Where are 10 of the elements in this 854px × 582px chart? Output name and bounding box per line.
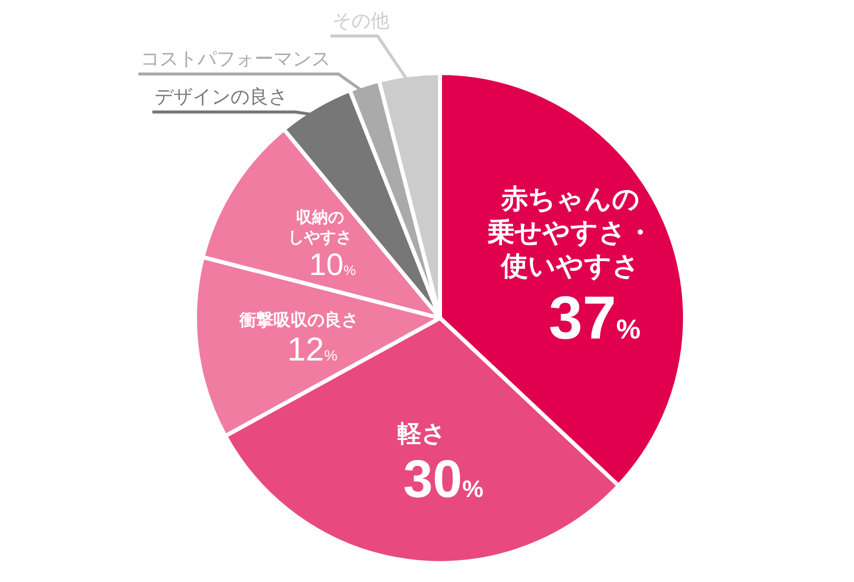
data-label: 30% [403, 450, 484, 510]
data-label: 37% [548, 284, 641, 352]
slice-label: 収納のしやすさ [288, 207, 352, 246]
slice-label: デザインの良さ [154, 86, 288, 108]
slice-label: 赤ちゃんの乗せやすさ・使いやすさ [487, 184, 654, 282]
data-label: 12% [287, 331, 338, 368]
slice-label: 衝撃吸収の良さ [238, 310, 359, 330]
slice-label: 軽さ [396, 419, 447, 448]
data-label: 10% [308, 246, 356, 282]
slice-label: コストパフォーマンス [140, 48, 330, 70]
